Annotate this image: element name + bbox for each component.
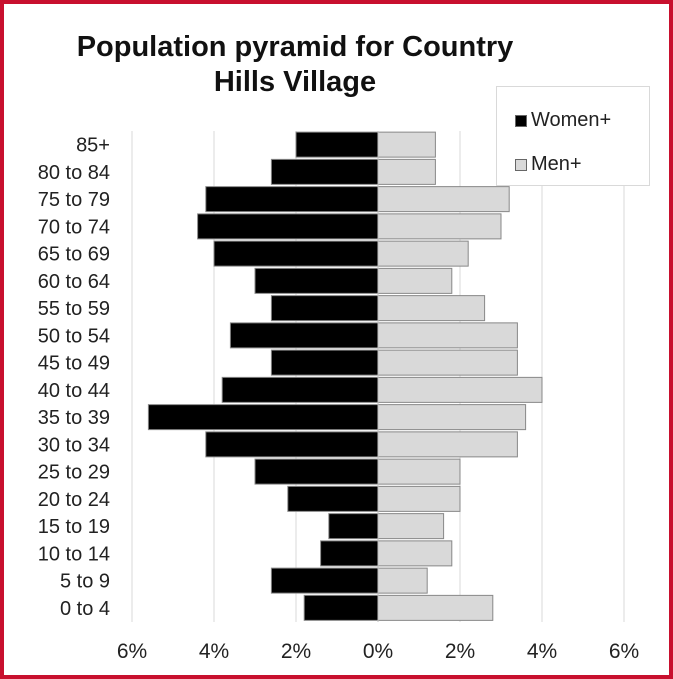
legend-label-women: Women+	[531, 109, 612, 131]
legend: Women+ Men+	[496, 86, 650, 186]
bar-men	[377, 322, 518, 349]
bar-men	[377, 267, 453, 294]
bar-men	[377, 186, 510, 213]
x-tick-label: 6%	[117, 640, 147, 663]
bar-women	[197, 213, 379, 240]
x-tick-label: 4%	[527, 640, 557, 663]
bar-men	[377, 540, 453, 567]
bar-women	[270, 567, 379, 594]
x-tick-label: 2%	[281, 640, 311, 663]
category-label: 60 to 64	[38, 271, 110, 293]
bar-women	[303, 594, 379, 621]
bar-women	[295, 131, 379, 158]
category-label: 65 to 69	[38, 244, 110, 266]
bar-men	[377, 213, 502, 240]
chart-title: Population pyramid for Country Hills Vil…	[76, 31, 514, 98]
x-tick-label: 0%	[363, 640, 393, 663]
bar-women	[229, 322, 379, 349]
category-label: 30 to 34	[38, 434, 110, 456]
legend-swatch-women	[515, 114, 527, 127]
category-label: 5 to 9	[60, 571, 110, 593]
bar-women	[205, 186, 379, 213]
bar-women	[221, 376, 379, 403]
bar-men	[377, 513, 445, 540]
bar-women	[328, 513, 379, 540]
bar-men	[377, 594, 494, 621]
bar-men	[377, 240, 469, 267]
bar-women	[254, 458, 379, 485]
legend-item-women: Women+	[515, 109, 611, 132]
bar-women	[254, 267, 379, 294]
category-label: 40 to 44	[38, 380, 110, 402]
legend-item-men: Men+	[515, 153, 582, 176]
category-label: 25 to 29	[38, 462, 110, 484]
category-label: 10 to 14	[38, 543, 110, 565]
category-label: 55 to 59	[38, 298, 110, 320]
category-label: 75 to 79	[38, 189, 110, 211]
bar-women	[320, 540, 379, 567]
category-label: 0 to 4	[60, 598, 110, 620]
bar-men	[377, 158, 436, 185]
x-tick-label: 4%	[199, 640, 229, 663]
category-label: 50 to 54	[38, 325, 110, 347]
x-tick-label: 2%	[445, 640, 475, 663]
category-label: 45 to 49	[38, 353, 110, 375]
bar-men	[377, 404, 527, 431]
bar-women	[287, 485, 379, 512]
legend-label-men: Men+	[531, 153, 582, 175]
legend-swatch-men	[515, 158, 527, 171]
bar-women	[147, 404, 379, 431]
category-label: 80 to 84	[38, 162, 110, 184]
bar-men	[377, 131, 436, 158]
bar-women	[213, 240, 379, 267]
bar-women	[205, 431, 379, 458]
category-label: 35 to 39	[38, 407, 110, 429]
bar-men	[377, 567, 428, 594]
bar-men	[377, 485, 461, 512]
bar-men	[377, 431, 518, 458]
bar-women	[270, 158, 379, 185]
bar-men	[377, 295, 486, 322]
bar-women	[270, 295, 379, 322]
bar-men	[377, 349, 518, 376]
category-label: 15 to 19	[38, 516, 110, 538]
category-label: 85+	[76, 135, 110, 157]
bar-women	[270, 349, 379, 376]
bar-men	[377, 376, 543, 403]
category-label: 20 to 24	[38, 489, 110, 511]
bar-men	[377, 458, 461, 485]
x-tick-label: 6%	[609, 640, 639, 663]
category-label: 70 to 74	[38, 216, 110, 238]
